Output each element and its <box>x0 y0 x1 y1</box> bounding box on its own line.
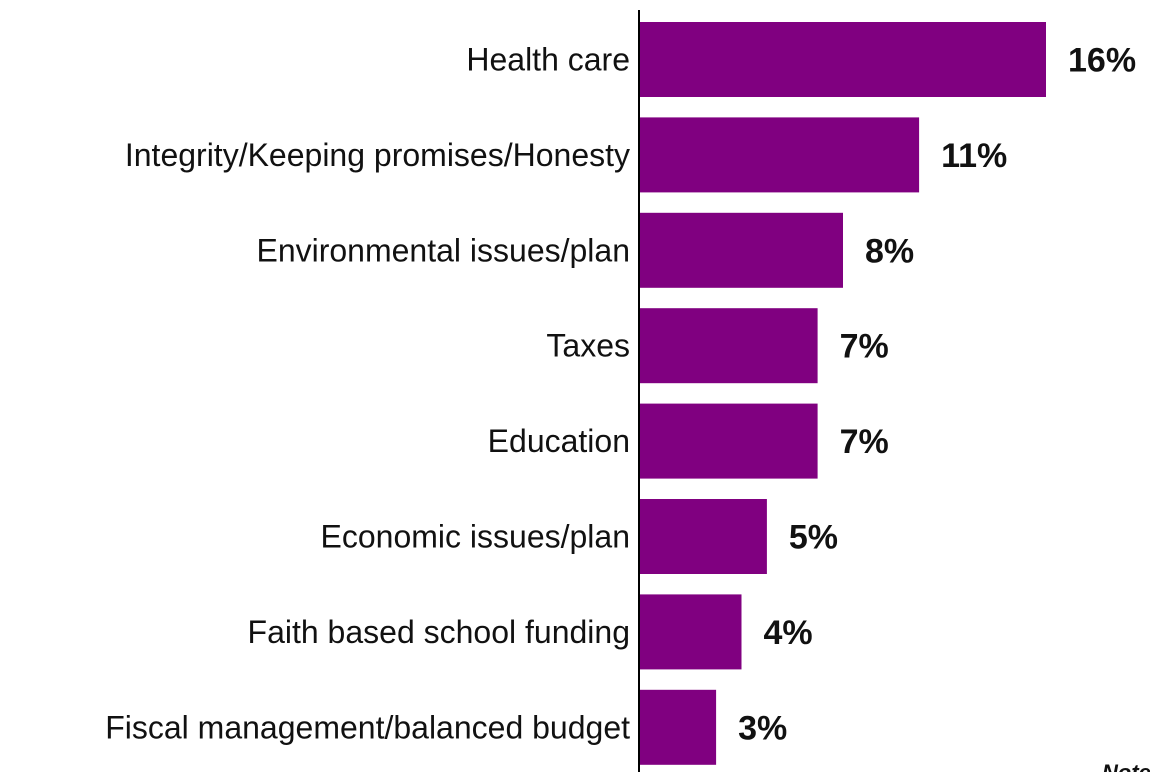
bar-4 <box>640 403 818 479</box>
value-label-4: 7% <box>840 423 889 461</box>
bar-2 <box>640 212 843 288</box>
category-label-1: Integrity/Keeping promises/Honesty <box>125 137 630 173</box>
category-label-0: Health care <box>466 42 630 78</box>
bar-1 <box>640 117 920 193</box>
bar-7 <box>640 689 717 765</box>
category-label-3: Taxes <box>546 328 630 364</box>
value-label-1: 11% <box>941 137 1007 175</box>
bar-5 <box>640 499 767 574</box>
category-label-5: Economic issues/plan <box>321 519 630 555</box>
value-label-2: 8% <box>865 232 914 270</box>
footnote-label: Note <box>1102 760 1150 772</box>
value-labels: 16% 11% 8% 7% 7% 5% 4% 3% <box>738 42 1136 748</box>
value-label-6: 4% <box>764 614 813 652</box>
category-label-2: Environmental issues/plan <box>256 232 630 268</box>
value-label-3: 7% <box>840 328 889 366</box>
value-label-5: 5% <box>789 519 838 557</box>
bars-layer <box>640 22 1046 765</box>
category-labels: Health care Integrity/Keeping promises/Ho… <box>105 42 630 746</box>
bar-6 <box>640 594 742 670</box>
category-label-4: Education <box>488 423 630 459</box>
category-label-6: Faith based school funding <box>248 614 630 650</box>
bar-3 <box>640 308 818 384</box>
bar-0 <box>640 22 1046 97</box>
value-label-0: 16% <box>1068 42 1136 80</box>
value-label-7: 3% <box>738 709 787 747</box>
category-label-7: Fiscal management/balanced budget <box>105 709 630 745</box>
